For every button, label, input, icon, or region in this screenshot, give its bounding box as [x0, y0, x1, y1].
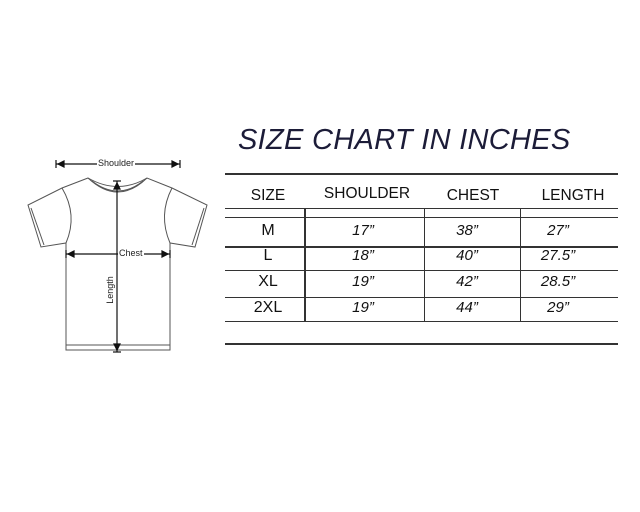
- size-label: XL: [258, 273, 278, 290]
- header-length: LENGTH: [541, 187, 605, 204]
- table-cell: 27.5”: [540, 247, 576, 264]
- table-cell: 27”: [547, 222, 569, 239]
- divider: [225, 208, 618, 209]
- divider: [225, 173, 618, 175]
- chart-title: SIZE CHART IN INCHES: [238, 124, 571, 156]
- shoulder-label: Shoulder: [97, 158, 136, 168]
- divider: [225, 343, 618, 345]
- divider: [225, 297, 618, 298]
- size-label: 2XL: [253, 299, 283, 316]
- table-cell: 28.5”: [540, 273, 576, 290]
- divider: [225, 246, 618, 248]
- column-divider: [520, 209, 521, 322]
- table-cell: 17”: [352, 222, 374, 239]
- table-cell: 42”: [456, 273, 478, 290]
- divider: [225, 270, 618, 271]
- header-size: SIZE: [250, 187, 286, 204]
- chest-label: Chest: [118, 248, 144, 258]
- table-cell: 19”: [352, 299, 374, 316]
- header-shoulder: SHOULDER: [323, 185, 411, 202]
- table-cell: 40”: [456, 247, 478, 264]
- divider: [225, 217, 618, 218]
- length-label: Length: [104, 275, 115, 305]
- table-cell: 18”: [352, 247, 374, 264]
- table-cell: 44”: [456, 299, 478, 316]
- column-divider: [424, 209, 425, 322]
- column-divider: [304, 209, 306, 322]
- size-label: L: [263, 247, 273, 264]
- table-cell: 29”: [547, 299, 569, 316]
- header-chest: CHEST: [446, 187, 500, 204]
- size-label: M: [261, 222, 275, 239]
- divider: [225, 321, 618, 322]
- table-cell: 19”: [352, 273, 374, 290]
- table-cell: 38”: [456, 222, 478, 239]
